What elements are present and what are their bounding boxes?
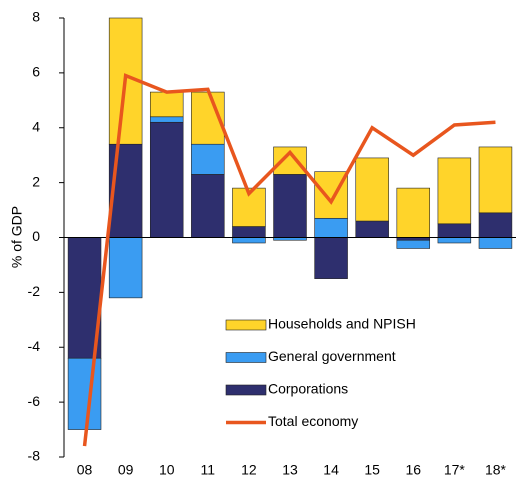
- bar-segment: [314, 217, 348, 238]
- y-tick-label: -4: [28, 338, 41, 354]
- bar-segment: [273, 174, 307, 238]
- x-tick-label: 13: [282, 462, 298, 478]
- bar-segment: [191, 143, 225, 175]
- bar-segment: [149, 91, 184, 118]
- bar-segment: [191, 174, 225, 238]
- bar-segment: [149, 121, 184, 238]
- bar-segment: [355, 220, 389, 238]
- y-tick-label: 2: [32, 173, 40, 189]
- y-tick-label: -8: [28, 448, 41, 464]
- legend-swatch: [225, 352, 267, 363]
- bar-segment: [232, 226, 266, 238]
- y-tick-label: -2: [28, 283, 41, 299]
- bar-segment: [108, 237, 143, 299]
- line-series: [82, 73, 496, 447]
- bar-segment: [355, 157, 389, 222]
- x-tick-label: 14: [323, 462, 339, 478]
- x-tick-label: 11: [201, 462, 216, 478]
- legend-label: Total economy: [268, 413, 358, 429]
- bar-segment: [437, 223, 472, 238]
- x-tick-label: 16: [405, 462, 421, 478]
- legend-swatch: [225, 319, 267, 331]
- y-axis-label: % of GDP: [9, 206, 25, 268]
- legend-label: Corporations: [268, 381, 348, 397]
- y-tick-label: 8: [32, 9, 40, 25]
- bar-segment: [396, 239, 431, 249]
- bar-segment: [437, 157, 472, 225]
- y-tick-label: 4: [32, 118, 40, 134]
- bar-segment: [67, 357, 102, 430]
- bar-segment: [478, 237, 513, 249]
- legend-label: General government: [268, 348, 396, 364]
- bar-segment: [478, 212, 513, 238]
- x-tick-label: 17*: [444, 462, 466, 478]
- bar-segment: [396, 187, 431, 238]
- x-tick-label: 08: [77, 462, 93, 478]
- x-tick-label: 18*: [485, 462, 507, 478]
- bar-segment: [478, 146, 513, 214]
- bar-segment: [437, 237, 472, 244]
- bar-segment: [149, 116, 184, 123]
- legend-label: Households and NPISH: [268, 316, 416, 332]
- x-tick-label: 09: [118, 462, 134, 478]
- y-tick-label: -6: [28, 393, 41, 409]
- legend-swatch: [225, 384, 267, 396]
- y-tick-label: 0: [32, 228, 40, 244]
- x-tick-label: 15: [364, 462, 380, 478]
- x-tick-label: 10: [159, 462, 175, 478]
- bar-segment: [232, 237, 266, 244]
- bar-segment: [314, 237, 348, 279]
- y-tick-label: 6: [32, 64, 40, 80]
- x-tick-label: 12: [241, 462, 257, 478]
